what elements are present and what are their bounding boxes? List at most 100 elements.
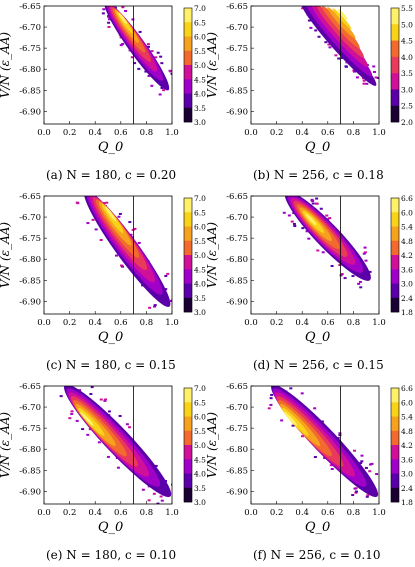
density-speckle [102,202,106,205]
density-contours [101,6,172,96]
density-speckle [328,46,332,49]
colorbar-label: 1.8 [401,308,413,317]
colorbar-segment [184,65,192,80]
density-speckle [282,211,286,214]
colorbar-segment [391,40,399,58]
colorbar-segment [391,269,399,284]
colorbar-label: 4.0 [401,53,413,62]
density-speckle [128,426,132,429]
colorbar-label: 5.4 [401,413,413,422]
colorbar-label: 7.0 [194,194,206,203]
colorbar-frame [390,197,400,313]
panel-caption: (d) N = 256, c = 0.15 [253,358,384,372]
y-tick-label: -6.65 [19,192,41,202]
density-speckle [363,251,367,254]
contour-panel-3: 0.0 0.2 0.4 0.6 0.8 1.0 -6.65 -6.70 -6.75 -6.80 -6… [0,192,206,345]
density-speckle [366,494,370,497]
colorbar-segment [184,445,192,460]
density-speckle [121,6,125,9]
density-speckle [354,491,358,494]
y-tick-label: -6.85 [19,276,41,286]
panel-caption: (e) N = 180, c = 0.10 [46,548,177,562]
x-tick-label: 1.0 [165,128,179,138]
colorbar-label: 4.0 [194,90,206,99]
x-tick-label: 1.0 [372,128,386,138]
colorbar-segment [391,73,399,90]
contour-level-8 [104,206,116,221]
density-speckle [121,42,125,45]
x-tick-label: 1.0 [372,318,386,328]
panel-caption: (a) N = 180, c = 0.20 [46,168,177,182]
x-tick-label: 0.0 [244,128,258,138]
y-tick-label: -6.70 [19,403,41,413]
colorbar-label: 5.0 [194,61,206,70]
colorbar-label: 5.5 [194,237,206,246]
density-speckle [338,264,342,267]
density-speckle [334,54,338,57]
density-speckle [174,292,177,294]
colorbar-label: 4.8 [401,237,413,246]
density-speckle [319,207,323,210]
colorbar-segment [391,198,399,213]
contour-panel-5: 0.0 0.2 0.4 0.6 0.8 1.0 -6.65 -6.70 -6.75 -6.80 -6… [0,382,206,535]
density-speckle [131,228,135,231]
density-speckle [312,2,315,4]
colorbar-label: 5.5 [401,4,413,13]
colorbar-segment [184,36,192,52]
density-speckle [124,9,128,12]
colorbar-segment [391,473,399,489]
y-tick-label: -6.65 [19,382,41,392]
density-speckle [384,483,387,485]
y-axis-label: V/N (ε_AA) [0,222,12,288]
density-speckle [86,222,90,225]
colorbar-segment [184,79,192,94]
density-speckle [317,35,321,38]
density-speckle [102,8,106,11]
x-tick-label: 0.4 [88,318,102,328]
density-speckle [80,382,83,384]
x-tick-label: 0.8 [347,508,361,518]
density-speckle [133,227,137,230]
density-speckle [338,434,342,437]
colorbar-segment [391,105,399,123]
x-tick-label: 0.2 [63,128,77,138]
y-tick-label: -6.70 [19,213,41,223]
density-speckle [78,389,82,392]
colorbar-label: 7.0 [194,4,206,13]
density-speckle [117,215,121,218]
y-axis-label: V/N (ε_AA) [207,412,219,478]
colorbar-label: 2.0 [401,118,413,127]
density-speckle [280,419,284,422]
colorbar-label: 6.0 [194,223,206,232]
density-speckle [368,470,372,473]
x-tick-label: 0.4 [295,508,309,518]
density-speckle [156,51,160,54]
colorbar-label: 5.0 [194,251,206,260]
colorbar-segment [184,107,192,123]
density-speckle [267,407,271,410]
density-speckle [107,26,111,29]
x-tick-label: 0.4 [295,318,309,328]
density-speckle [321,251,325,254]
density-speckle [365,495,369,498]
colorbar-segment [184,240,192,256]
colorbar-label: 4.5 [194,265,206,274]
colorbar-label: 6.5 [194,208,206,217]
y-axis-label: V/N (ε_AA) [0,32,12,98]
density-speckle [106,455,110,458]
colorbar-label: 4.5 [194,455,206,464]
density-speckle [81,428,85,431]
y-tick-label: -6.65 [226,192,248,202]
colorbar-label: 3.5 [194,294,206,303]
density-speckle [107,21,111,24]
y-tick-label: -6.65 [226,382,248,392]
colorbar-segment [391,24,399,41]
density-speckle [181,481,184,483]
density-speckle [270,393,274,396]
colorbar-label: 2.5 [401,102,413,111]
density-speckle [107,410,111,413]
y-axis-label: V/N (ε_AA) [207,32,219,98]
y-tick-label: -6.85 [226,86,248,96]
x-tick-label: 1.0 [165,318,179,328]
density-speckle [75,201,79,204]
